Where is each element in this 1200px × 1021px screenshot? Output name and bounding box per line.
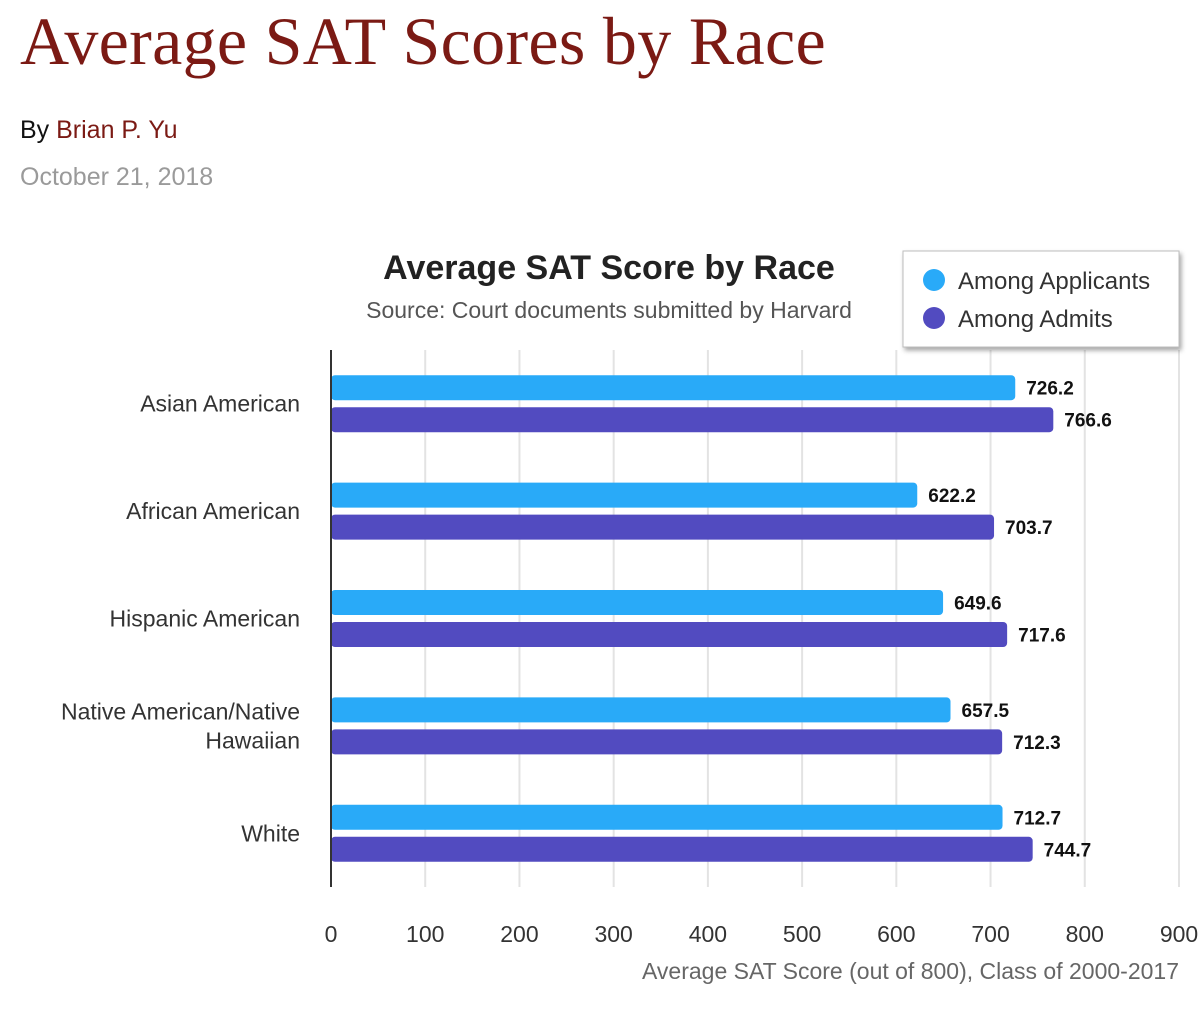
bar-0-applicants[interactable]	[331, 375, 1016, 401]
bar-3-applicants[interactable]	[331, 697, 951, 723]
byline-prefix: By	[20, 116, 57, 144]
category-labels: Asian American African American Hispanic A…	[61, 391, 300, 847]
x-tick-label-100: 100	[406, 921, 444, 947]
bar-2-admits[interactable]	[331, 622, 1008, 647]
legend-admits-label: Among Admits	[958, 306, 1113, 333]
data-label-4-applicants: 712.7	[1014, 808, 1062, 829]
bar-1-applicants[interactable]	[331, 482, 918, 508]
bar-2-applicants[interactable]	[331, 590, 944, 615]
x-tick-label-900: 900	[1160, 921, 1198, 947]
legend-box	[902, 250, 1180, 348]
data-label-1-applicants: 622.2	[928, 486, 976, 507]
x-tick-label-0: 0	[325, 921, 338, 947]
x-tick-label-500: 500	[783, 921, 821, 947]
bar-4-admits[interactable]	[331, 836, 1033, 862]
data-label-3-admits: 712.3	[1013, 733, 1061, 754]
author-link[interactable]: Brian P. Yu	[56, 116, 178, 144]
legend-item-admits[interactable]: Among Admits	[923, 306, 1113, 333]
x-tick-labels: 0 100 200 300 400 500 600 700 800 900	[325, 921, 1199, 947]
article-headline: Average SAT Scores by Race	[20, 3, 826, 79]
legend: Among Applicants Among Admits	[902, 250, 1180, 348]
bars: 726.2 766.6 622.2 703.7 649.6 717.6 657.5712.3…	[331, 375, 1112, 862]
legend-item-applicants[interactable]: Among Applicants	[923, 268, 1150, 295]
x-tick-label-400: 400	[689, 921, 727, 947]
bar-3-admits[interactable]	[331, 729, 1003, 755]
byline: By Brian P. Yu	[20, 116, 178, 145]
chart-title: Average SAT Score by Race	[383, 249, 835, 287]
legend-applicants-label: Among Applicants	[958, 268, 1150, 295]
data-label-2-admits: 717.6	[1018, 626, 1066, 647]
category-label-3: Native American/Native Hawaiian	[61, 698, 300, 753]
data-label-3-applicants: 657.5	[962, 701, 1010, 722]
category-label-2: Hispanic American	[110, 606, 300, 632]
data-label-2-applicants: 649.6	[954, 594, 1002, 615]
category-label-1: African American	[126, 498, 300, 524]
legend-admits-swatch-icon	[923, 307, 945, 329]
data-label-1-admits: 703.7	[1005, 518, 1053, 539]
x-axis-title: Average SAT Score (out of 800), Class of…	[642, 958, 1179, 984]
chart-subtitle: Source: Court documents submitted by Har…	[366, 297, 852, 323]
bar-0-admits[interactable]	[331, 407, 1054, 433]
data-label-0-applicants: 726.2	[1026, 379, 1074, 400]
bar-4-applicants[interactable]	[331, 804, 1003, 830]
x-tick-label-600: 600	[877, 921, 915, 947]
gridlines	[424, 350, 1180, 887]
x-tick-label-200: 200	[500, 921, 538, 947]
data-label-0-admits: 766.6	[1064, 411, 1112, 432]
data-label-4-admits: 744.7	[1044, 840, 1092, 861]
x-tick-label-700: 700	[971, 921, 1009, 947]
x-tick-label-800: 800	[1066, 921, 1104, 947]
x-tick-label-300: 300	[594, 921, 632, 947]
category-label-4: White	[241, 820, 300, 846]
legend-applicants-swatch-icon	[923, 269, 945, 291]
publish-date: October 21, 2018	[20, 163, 214, 191]
bar-1-admits[interactable]	[331, 514, 995, 540]
category-label-0: Asian American	[140, 391, 300, 417]
